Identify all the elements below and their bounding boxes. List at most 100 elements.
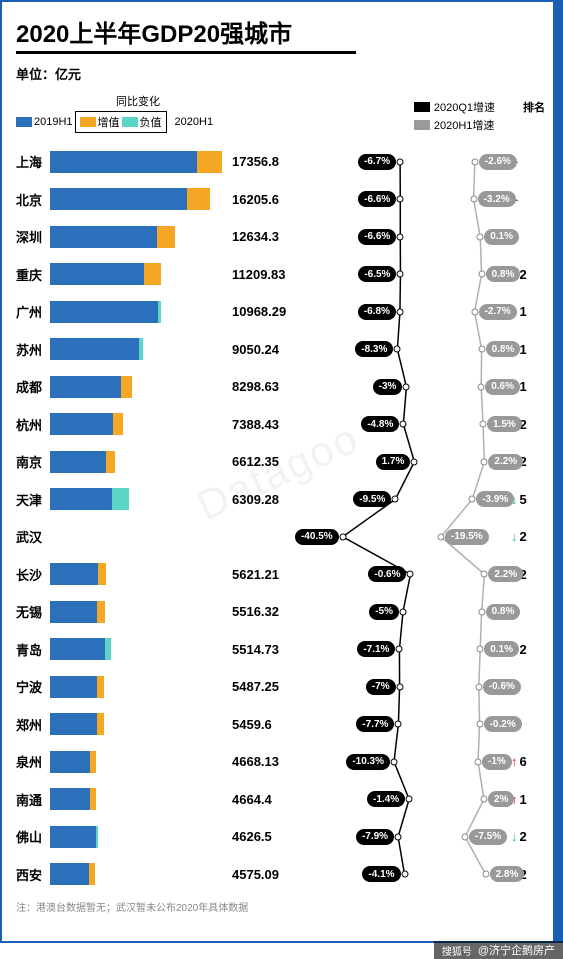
city-label: 青岛 [16, 640, 50, 659]
rank-change: ↑6 [511, 754, 545, 769]
arrow-down-icon: ↓ [511, 829, 518, 844]
dash-icon: – [511, 154, 518, 169]
rank-change: – [511, 604, 545, 619]
legend-change-header: 同比变化 [82, 93, 194, 109]
city-label: 西安 [16, 865, 50, 884]
city-label: 深圳 [16, 227, 50, 246]
arrow-down-icon: ↓ [511, 642, 518, 657]
swatch-2019-label: 2019H1 [34, 116, 73, 128]
city-label: 泉州 [16, 752, 50, 771]
table-row: 深圳12634.3– [16, 218, 545, 256]
city-label: 上海 [16, 152, 50, 171]
rank-change: ↓2 [511, 829, 545, 844]
bar-2019 [50, 338, 139, 360]
bar-2019 [50, 601, 97, 623]
table-row: 广州10968.29↓1 [16, 293, 545, 331]
arrow-up-icon: ↑ [511, 379, 518, 394]
bar-dec [105, 638, 112, 660]
bar-track [50, 226, 228, 248]
city-label: 天津 [16, 490, 50, 509]
bar-track [50, 338, 228, 360]
swatch-q1 [414, 102, 430, 112]
bar-inc [89, 863, 96, 885]
bar-track [50, 863, 228, 885]
rank-change: ↓5 [511, 492, 545, 507]
city-label: 南通 [16, 790, 50, 809]
legend-right: 2020Q1增速 排名 2020H1增速 [414, 99, 545, 133]
gdp-value: 5516.32 [232, 604, 300, 619]
bar-inc [144, 263, 161, 285]
table-row: 泉州4668.13↑6 [16, 743, 545, 781]
bar-inc [97, 713, 104, 735]
gdp-value: 5621.21 [232, 567, 300, 582]
bar-2019 [50, 788, 90, 810]
table-row: 南京6612.35↑2 [16, 443, 545, 481]
table-row: 苏州9050.24↑1 [16, 331, 545, 369]
table-row: 武汉↓2 [16, 518, 545, 556]
table-row: 西安4575.09↑2 [16, 856, 545, 894]
gdp-value: 5459.6 [232, 717, 300, 732]
rank-change: ↑2 [511, 417, 545, 432]
unit-label: 单位：亿元 [16, 64, 545, 83]
city-label: 郑州 [16, 715, 50, 734]
bar-2019 [50, 751, 90, 773]
bar-dec [96, 826, 99, 848]
city-label: 无锡 [16, 602, 50, 621]
rank-change: ↑2 [511, 567, 545, 582]
bar-2019 [50, 563, 98, 585]
bar-inc [197, 151, 221, 173]
gdp-value: 6612.35 [232, 454, 300, 469]
rank-change: – [511, 679, 545, 694]
bar-track [50, 526, 228, 548]
bar-2019 [50, 226, 157, 248]
rank-change: ↑2 [511, 454, 545, 469]
rank-change: ↓2 [511, 529, 545, 544]
city-label: 宁波 [16, 677, 50, 696]
gdp-value: 7388.43 [232, 417, 300, 432]
swatch-h1 [414, 120, 430, 130]
gdp-value: 4664.4 [232, 792, 300, 807]
arrow-up-icon: ↑ [511, 454, 518, 469]
city-label: 重庆 [16, 265, 50, 284]
rank-change: – [511, 717, 545, 732]
legend-rank-label: 排名 [523, 99, 545, 115]
bar-track [50, 263, 228, 285]
bar-2019 [50, 188, 187, 210]
source-author: @济宁企鹅房产 [478, 942, 555, 958]
rank-change: ↑2 [511, 267, 545, 282]
table-row: 宁波 5487.25 – [16, 668, 545, 706]
swatch-dec [122, 117, 138, 127]
swatch-2019 [16, 117, 32, 127]
city-label: 北京 [16, 190, 50, 209]
bar-2019 [50, 413, 113, 435]
legend-h1-label: 2020H1增速 [434, 117, 495, 133]
arrow-up-icon: ↑ [511, 867, 518, 882]
source-footer: 搜狐号 @济宁企鹅房产 [434, 941, 563, 959]
bar-track [50, 451, 228, 473]
bar-track [50, 713, 228, 735]
arrow-down-icon: ↓ [511, 304, 518, 319]
table-row: 南通 4664.4 ↑1 [16, 781, 545, 819]
title-underline [16, 51, 356, 54]
arrow-down-icon: ↓ [511, 492, 518, 507]
arrow-up-icon: ↑ [511, 567, 518, 582]
table-row: 上海17356.8– [16, 143, 545, 181]
source-logo: 搜狐号 [442, 943, 472, 958]
city-label: 杭州 [16, 415, 50, 434]
bar-track [50, 188, 228, 210]
bar-track [50, 788, 228, 810]
bar-track [50, 826, 228, 848]
table-row: 长沙5621.21↑2 [16, 556, 545, 594]
rank-change: ↑1 [511, 342, 545, 357]
bar-inc [157, 226, 175, 248]
arrow-up-icon: ↑ [511, 417, 518, 432]
chart-frame: 2020上半年GDP20强城市 单位：亿元 同比变化 2019H1 增值 负值 … [0, 0, 563, 943]
bar-inc [106, 451, 115, 473]
rank-change: ↑1 [511, 792, 545, 807]
table-row: 佛山4626.5↓2 [16, 818, 545, 856]
rows-container: -6.7%-2.6%-6.6%-3.2%-6.6%0.1%-6.5%0.8%-6… [16, 143, 545, 893]
gdp-value: 8298.63 [232, 379, 300, 394]
bar-2019 [50, 263, 144, 285]
gdp-value: 5487.25 [232, 679, 300, 694]
bar-2019 [50, 863, 89, 885]
